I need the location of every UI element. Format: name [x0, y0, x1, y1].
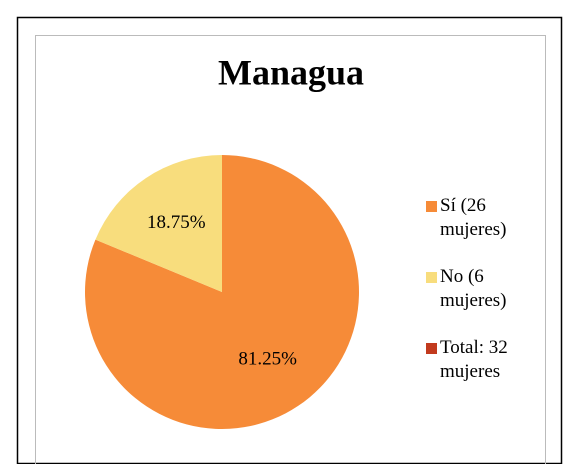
pie-slice — [85, 155, 359, 429]
plot-frame — [35, 35, 546, 464]
chart-title: Managua — [218, 52, 364, 92]
legend-item: Sí (26 mujeres) — [426, 194, 546, 242]
legend-swatch — [426, 201, 437, 212]
legend-label: Total: 32 mujeres — [440, 337, 508, 382]
legend-label: No (6 mujeres) — [440, 266, 507, 311]
legend-swatch — [426, 343, 437, 354]
legend-swatch — [426, 272, 437, 283]
legend-item: No (6 mujeres) — [426, 265, 546, 313]
data-label: 81.25% — [238, 349, 297, 370]
legend-label: Sí (26 mujeres) — [440, 195, 507, 240]
legend-item: Total: 32 mujeres — [426, 336, 546, 384]
data-label: 18.75% — [147, 212, 206, 233]
legend: Sí (26 mujeres) No (6 mujeres) Total: 32 m… — [426, 194, 546, 407]
pie-slice — [95, 155, 222, 292]
